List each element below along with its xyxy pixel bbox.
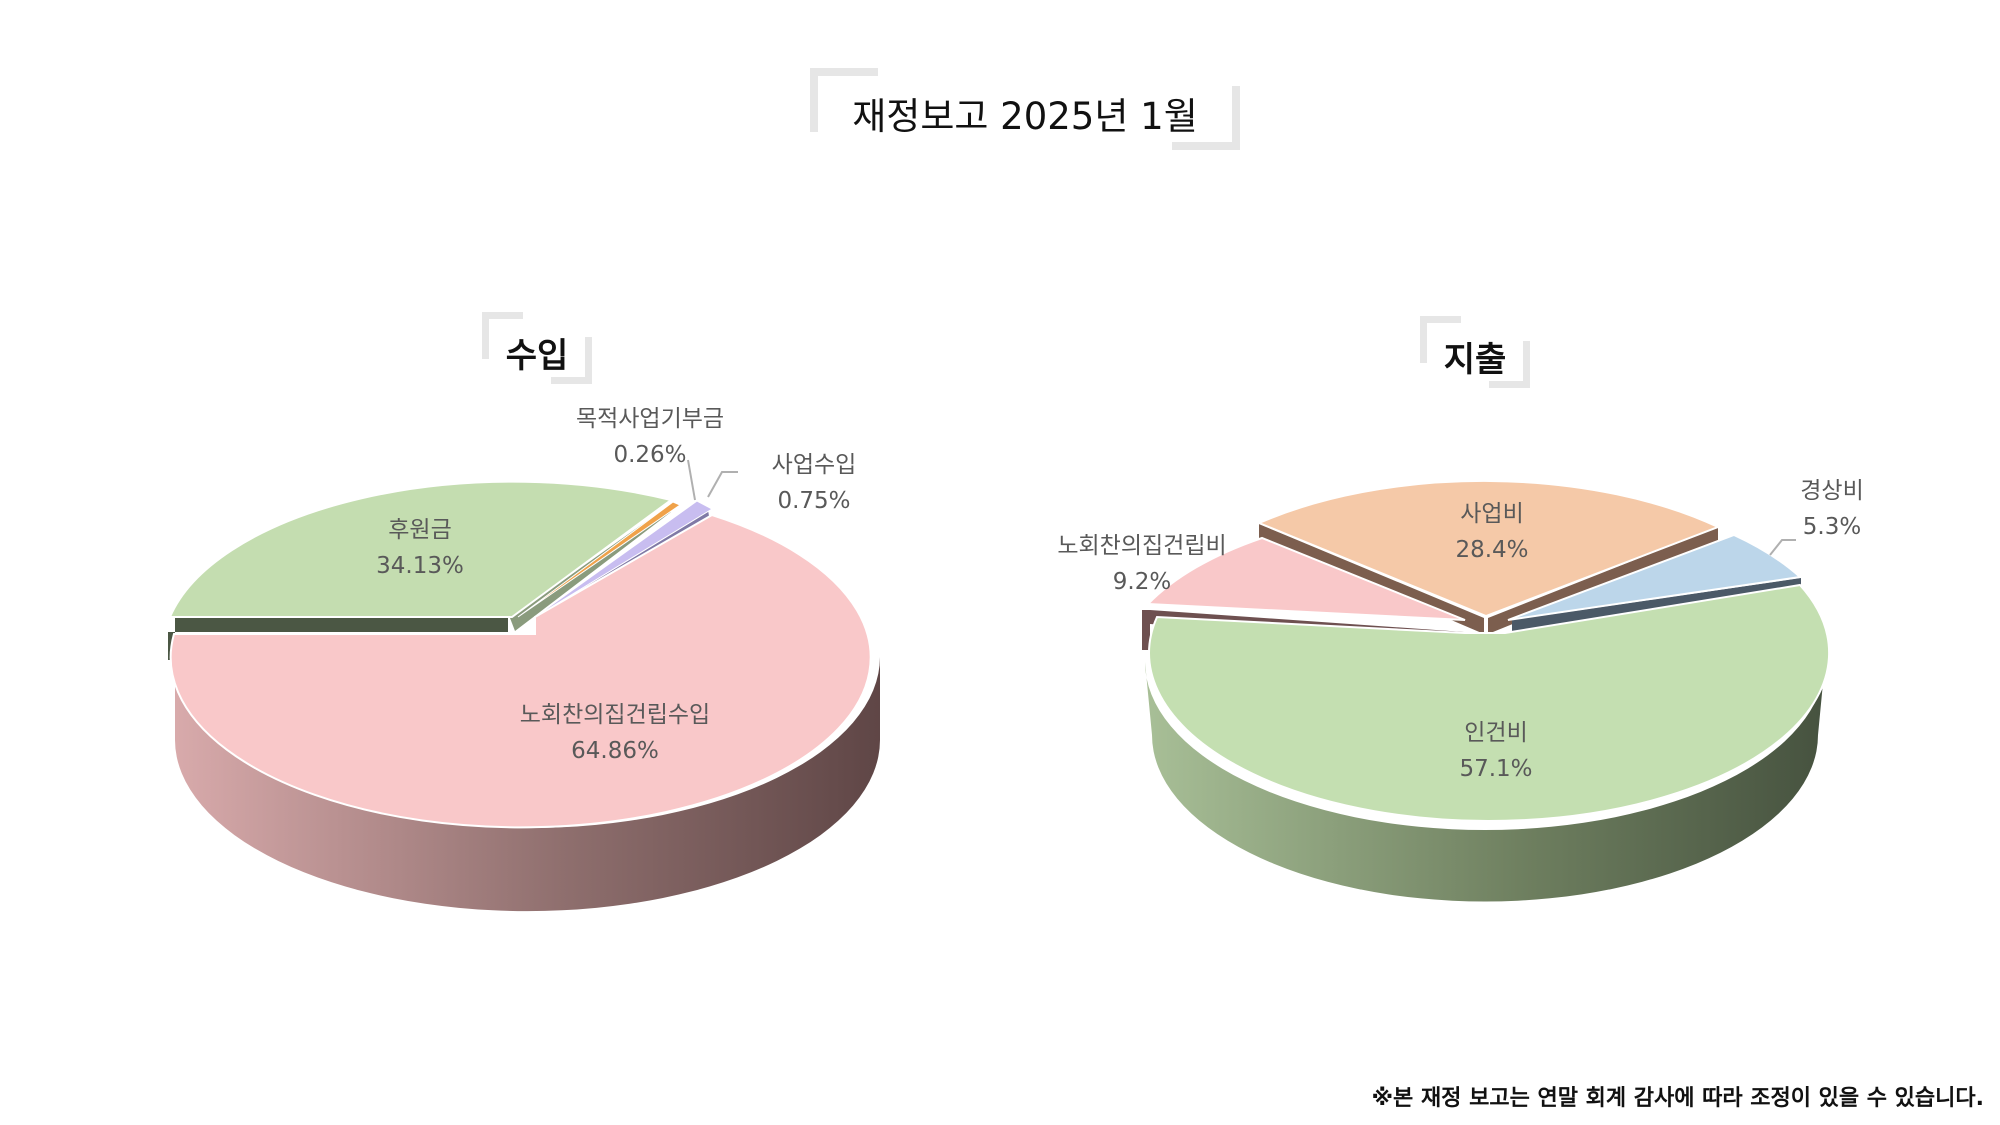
expense-label-building-name: 노회찬의집건립비 (1057, 533, 1226, 559)
income-slice-main (169, 513, 872, 829)
income-slice-main-side (175, 657, 880, 912)
income-slice-donation (168, 480, 674, 618)
income-label-donation-name: 후원금 (388, 517, 451, 543)
income-slice-purpose (517, 501, 682, 618)
expense-label-project-value: 28.4% (1455, 537, 1528, 563)
income-label-business-value: 0.75% (777, 488, 850, 514)
income-label-business-name: 사업수입 (772, 452, 857, 478)
expense-bracket-bottom-right (1489, 341, 1530, 388)
expense-label-personnel-value: 57.1% (1459, 756, 1532, 782)
main-title-frame: 재정보고 2025년 1월 (810, 68, 1240, 150)
income-leader-business (707, 471, 738, 498)
expense-label-building-value: 9.2% (1113, 569, 1171, 595)
expense-leader-office (1769, 539, 1796, 556)
footnote: ※본 재정 보고는 연말 회계 감사에 따라 조정이 있을 수 있습니다. (1371, 1086, 1984, 1111)
income-label-purpose-value: 0.26% (613, 442, 686, 468)
income-bracket-top-left (482, 312, 523, 359)
expense-label-office-value: 5.3% (1803, 514, 1861, 540)
income-pie: 후원금 34.13% 노회찬의집건립수입 64.86% 목적사업기부금 0.26… (168, 406, 880, 912)
expense-label-project-name: 사업비 (1460, 501, 1523, 527)
title-bracket-top-left (810, 68, 878, 132)
main-title: 재정보고 2025년 1월 (852, 95, 1198, 138)
income-slice-donation-side (168, 618, 508, 660)
income-label-donation-value: 34.13% (376, 553, 464, 579)
income-slice-business (534, 500, 714, 618)
expense-slice-personnel (1148, 583, 1831, 822)
expense-title-frame: 지출 (1420, 316, 1530, 388)
income-chart-title: 수입 (505, 336, 569, 376)
income-label-main-name: 노회찬의집건립수입 (520, 702, 710, 728)
expense-slice-building (1145, 536, 1466, 621)
income-bracket-bottom-right (551, 337, 592, 384)
expense-slice-personnel-side (1145, 662, 1825, 902)
expense-chart-title: 지출 (1443, 340, 1507, 380)
expense-label-office-name: 경상비 (1800, 478, 1863, 504)
income-label-purpose-name: 목적사업기부금 (576, 406, 724, 432)
income-label-main-value: 64.86% (571, 738, 659, 764)
expense-label-personnel-name: 인건비 (1464, 720, 1527, 746)
income-leader-purpose (687, 459, 696, 501)
expense-slice-project (1256, 479, 1721, 618)
title-bracket-bottom-right (1172, 86, 1240, 150)
expense-pie: 사업비 28.4% 경상비 5.3% 노회찬의집건립비 9.2% 인건비 57.… (1057, 478, 1864, 902)
income-title-frame: 수입 (482, 312, 592, 384)
expense-bracket-top-left (1420, 316, 1461, 363)
